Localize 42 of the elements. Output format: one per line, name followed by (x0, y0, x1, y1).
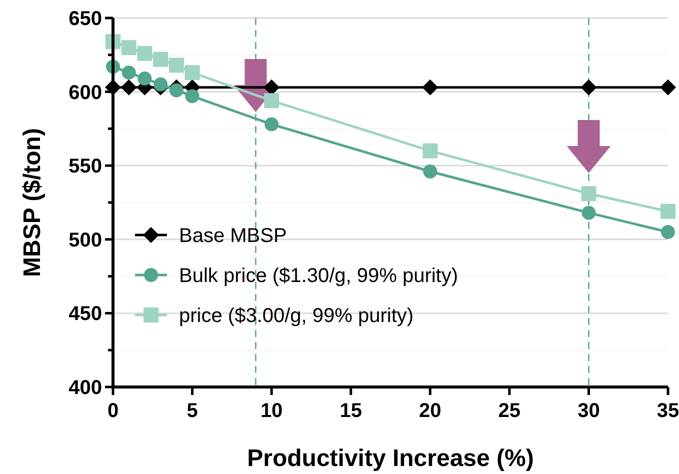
point (661, 225, 675, 240)
legend-label: Bulk price ($1.30/g, 99% purity) (179, 265, 458, 287)
x-tick-label: 5 (186, 400, 198, 422)
x-tick-label: 20 (419, 400, 442, 422)
point (581, 186, 596, 202)
y-tick-label: 600 (68, 82, 102, 104)
point (422, 143, 438, 158)
x-tick-label: 35 (656, 400, 679, 422)
y-tick-label: 450 (68, 303, 102, 326)
point (169, 83, 184, 98)
x-tick-label: 15 (340, 400, 362, 422)
y-tick-label: 650 (68, 8, 102, 30)
x-tick-label: 30 (578, 400, 600, 422)
point (121, 40, 136, 56)
point (153, 52, 168, 67)
point (423, 164, 438, 179)
point (154, 77, 168, 92)
point (660, 79, 676, 96)
point (184, 65, 200, 80)
point (264, 117, 279, 132)
point (582, 206, 596, 220)
y-tick-label: 500 (68, 229, 102, 252)
point (264, 93, 280, 108)
point (660, 204, 676, 219)
point (422, 79, 438, 96)
point (137, 46, 152, 61)
point (580, 79, 597, 96)
point (264, 79, 280, 96)
y-tick-label: 400 (68, 377, 102, 399)
point (120, 79, 137, 96)
legend-label: Base MBSP (179, 225, 287, 247)
y-tick-label: 550 (68, 156, 102, 178)
point (138, 72, 152, 86)
x-tick-label: 25 (498, 400, 521, 422)
y-axis-title: MBSP ($/ton) (19, 128, 46, 277)
x-axis-title: Productivity Increase (%) (247, 445, 534, 472)
point (122, 66, 136, 80)
point (168, 58, 184, 73)
x-tick-label: 0 (107, 400, 119, 422)
x-tick-label: 10 (260, 400, 283, 422)
legend-label: price ($3.00/g, 99% purity) (179, 305, 414, 327)
point (185, 89, 200, 104)
